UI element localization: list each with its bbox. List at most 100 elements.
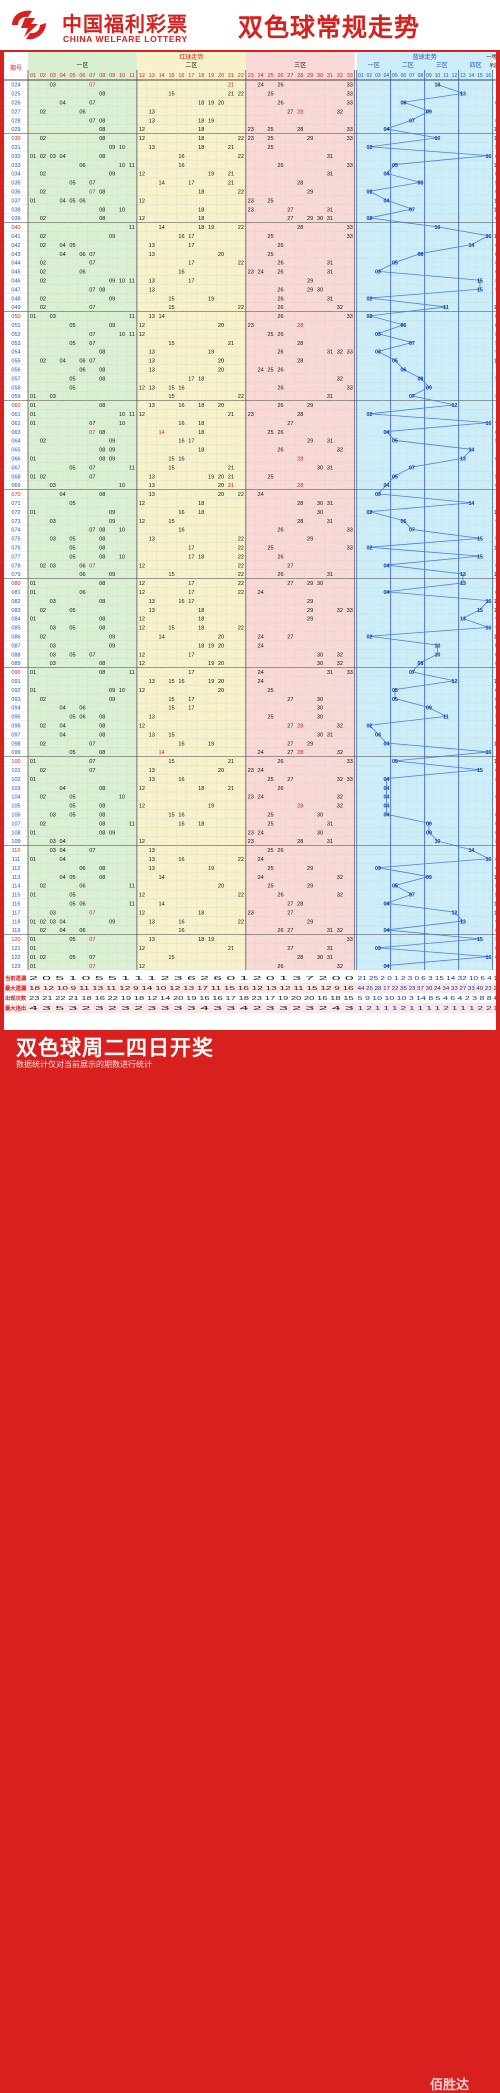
red-ball-number: 21 xyxy=(228,474,234,480)
blue-ball-number: 16 xyxy=(485,857,491,863)
red-ball-number: 02 xyxy=(40,154,46,160)
blue-ball-number: 05 xyxy=(392,474,398,480)
period-label: 110 xyxy=(12,848,21,854)
red-ball-number: 12 xyxy=(139,198,145,204)
red-ball-number: 20 xyxy=(218,679,224,685)
red-ball-number: 08 xyxy=(99,581,105,587)
blue-ball-number: 09 xyxy=(426,821,432,827)
red-ball-number: 02 xyxy=(40,359,46,365)
red-ball-number: 18 xyxy=(198,554,204,560)
red-ball-number: 03 xyxy=(50,537,56,543)
period-label: 045 xyxy=(11,270,20,276)
red-ball-number: 19 xyxy=(208,225,214,231)
blue-ball-number: 16 xyxy=(485,626,491,632)
period-label: 099 xyxy=(11,750,20,756)
prize-amount-value: 651 xyxy=(495,189,496,195)
stats-row-background xyxy=(4,1003,496,1013)
red-ball-number: 16 xyxy=(178,421,184,427)
prize-amount-value: 582 xyxy=(495,181,496,187)
blue-ball-number: 12 xyxy=(451,679,457,685)
period-label: 111 xyxy=(12,857,20,863)
blue-ball-number: 05 xyxy=(392,688,398,694)
red-ball-number: 31 xyxy=(327,439,333,445)
red-ball-number: 11 xyxy=(129,332,135,338)
period-label: 101 xyxy=(11,768,20,774)
red-ball-number: 01 xyxy=(30,474,36,480)
red-ball-number: 19 xyxy=(208,100,214,106)
red-ball-number: 12 xyxy=(139,136,145,142)
prize-amount-value: 949 xyxy=(495,617,496,623)
red-ball-number: 29 xyxy=(307,866,313,872)
prize-amount-value: 674 xyxy=(495,243,496,249)
red-ball-number: 06 xyxy=(79,866,85,872)
prize-amount-value: 580 xyxy=(495,937,496,943)
blue-ball-number: 07 xyxy=(409,893,415,899)
red-number-header: 25 xyxy=(267,73,273,79)
red-ball-number: 02 xyxy=(40,278,46,284)
red-ball-number: 10 xyxy=(119,554,125,560)
blue-ball-number: 11 xyxy=(443,715,449,721)
period-label: 123 xyxy=(11,964,20,970)
period-label: 096 xyxy=(11,723,20,729)
red-ball-number: 16 xyxy=(178,163,184,169)
red-ball-number: 31 xyxy=(327,465,333,471)
prize-amount-value: 755 xyxy=(495,554,496,560)
red-ball-number: 08 xyxy=(99,626,105,632)
red-ball-number: 24 xyxy=(258,83,264,89)
red-ball-number: 02 xyxy=(40,189,46,195)
period-label: 076 xyxy=(11,545,20,551)
red-ball-number: 05 xyxy=(69,875,75,881)
blue-ball-number: 04 xyxy=(383,563,389,569)
red-ball-number: 23 xyxy=(248,270,254,276)
red-ball-number: 20 xyxy=(218,474,224,480)
zone2-header: 二区 xyxy=(185,62,197,69)
blue-number-header: 11 xyxy=(443,73,448,79)
red-ball-number: 31 xyxy=(327,946,333,952)
blue-ball-number: 05 xyxy=(392,884,398,890)
red-ball-number: 08 xyxy=(99,554,105,560)
red-ball-number: 07 xyxy=(89,252,95,258)
red-number-header: 19 xyxy=(208,73,214,79)
red-ball-number: 31 xyxy=(327,955,333,961)
red-ball-number: 23 xyxy=(248,412,254,418)
red-ball-number: 25 xyxy=(267,332,273,338)
prize-amount-value: 598 xyxy=(495,341,496,347)
red-ball-number: 28 xyxy=(297,456,303,462)
red-ball-number: 07 xyxy=(89,964,95,970)
red-ball-number: 02 xyxy=(40,296,46,302)
red-ball-number: 09 xyxy=(109,830,115,836)
red-ball-number: 01 xyxy=(30,456,36,462)
prize-amount-value: 855 xyxy=(495,278,496,284)
period-label: 064 xyxy=(11,439,20,445)
prize-amount-value: 982 xyxy=(495,626,496,632)
red-ball-number: 22 xyxy=(238,572,244,578)
red-ball-number: 17 xyxy=(188,278,194,284)
prize-amount-value: 663 xyxy=(495,216,496,222)
red-ball-number: 23 xyxy=(248,795,254,801)
red-ball-number: 06 xyxy=(79,109,85,115)
red-ball-number: 33 xyxy=(347,759,353,765)
blue-ball-number: 03 xyxy=(375,866,381,872)
red-ball-number: 23 xyxy=(248,830,254,836)
red-ball-number: 20 xyxy=(218,884,224,890)
prize-amount-value: 780 xyxy=(495,670,496,676)
stats-label: 最大遗漏 xyxy=(5,984,27,992)
stats-row-background xyxy=(4,973,496,983)
prize-count-value: 10 xyxy=(495,448,496,454)
red-ball-number: 31 xyxy=(327,261,333,267)
red-ball-number: 31 xyxy=(327,154,333,160)
red-number-header: 16 xyxy=(178,73,184,79)
period-label: 040 xyxy=(11,225,20,231)
red-ball-number: 26 xyxy=(277,572,283,578)
red-ball-number: 30 xyxy=(317,812,323,818)
red-ball-number: 09 xyxy=(109,145,115,151)
red-ball-number: 10 xyxy=(119,421,125,427)
prize-amount-value: 832 xyxy=(495,332,496,338)
prize-count-value: 14 xyxy=(495,697,496,703)
red-ball-number: 15 xyxy=(168,519,174,525)
red-ball-number: 26 xyxy=(277,964,283,970)
prize-amount-value: 610 xyxy=(495,323,496,329)
blue-zone-header-4: 四区 xyxy=(470,62,482,69)
